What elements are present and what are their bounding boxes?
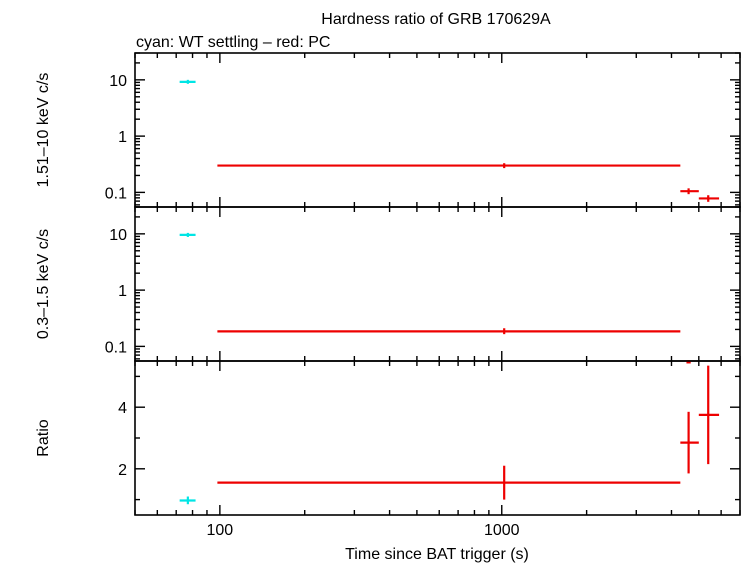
y-axis-label: 1.51–10 keV c/s: [35, 73, 52, 188]
chart-title: Hardness ratio of GRB 170629A: [321, 11, 551, 28]
y-tick-label: 1: [118, 283, 127, 300]
x-axis-label: Time since BAT trigger (s): [345, 546, 529, 563]
panel-frame: [134, 52, 741, 208]
y-axis-label: 0.3–1.5 keV c/s: [35, 229, 52, 339]
x-tick-label: 1000: [484, 522, 520, 539]
panel-hard-band: 0.1 1 10 1.51–10 keV c/s: [35, 52, 741, 208]
data-point-pc: [217, 328, 681, 335]
data-point-pc: [680, 411, 699, 474]
x-tick-label: 100: [207, 522, 234, 539]
y-tick-label: 10: [109, 73, 127, 90]
data-point-pc: [698, 195, 720, 202]
data-point-wt: [179, 232, 196, 237]
data-point-pc: [698, 365, 720, 465]
data-point-pc: [217, 163, 681, 169]
data-point-pc: [217, 465, 681, 500]
data-point-pc: [680, 188, 699, 195]
data-point-wt: [179, 79, 196, 84]
chart-subtitle: cyan: WT settling – red: PC: [136, 34, 330, 51]
panel-frame: [134, 360, 741, 516]
y-axis-label: Ratio: [35, 419, 52, 456]
y-tick-label: 0.1: [105, 339, 127, 356]
data-point-wt: [179, 496, 196, 505]
y-tick-label: 1: [118, 129, 127, 146]
y-tick-label: 4: [118, 400, 127, 417]
y-tick-label: 2: [118, 462, 127, 479]
panel-ratio: 2 4 Ratio: [35, 360, 741, 516]
panel-soft-band: 0.1 1 10 0.3–1.5 keV c/s: [35, 206, 741, 364]
y-tick-label: 10: [109, 227, 127, 244]
panel-frame: [134, 206, 741, 362]
y-tick-label: 0.1: [105, 185, 127, 202]
